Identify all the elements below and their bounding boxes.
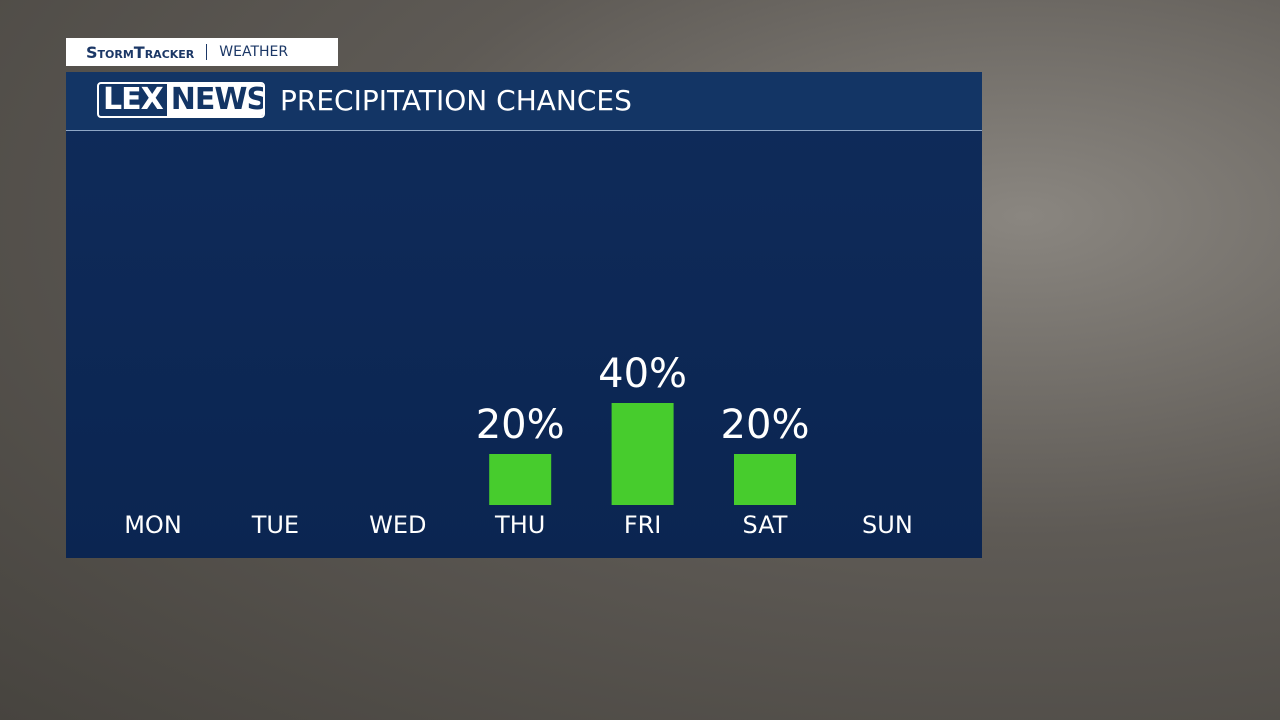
bar (489, 454, 552, 505)
brand: StormTracker (86, 42, 195, 62)
x-tick-label: SUN (862, 511, 913, 539)
logo-left: LEX (103, 82, 164, 117)
chart: MON TUE WED THU 20% FRI 40% SAT 20% SUN (124, 351, 913, 539)
bar (611, 403, 674, 505)
x-tick-label: SAT (743, 511, 788, 539)
chart-title: PRECIPITATION CHANCES (280, 84, 632, 117)
x-tick-label: MON (124, 511, 182, 539)
separator (206, 44, 208, 60)
value-label: 20% (476, 402, 565, 448)
x-tick-label: TUE (251, 511, 299, 539)
logo: LEX NEWS (97, 82, 265, 118)
panel-header: LEX NEWS PRECIPITATION CHANCES (66, 72, 982, 131)
logo-right: NEWS (166, 84, 263, 116)
chart-panel: LEX NEWS PRECIPITATION CHANCES (66, 72, 982, 558)
value-label: 20% (721, 402, 810, 448)
x-tick-label: WED (369, 511, 426, 539)
x-tick-label: FRI (624, 511, 662, 539)
section: WEATHER (219, 44, 289, 60)
x-tick-label: THU (494, 511, 545, 539)
brand-tag: StormTracker WEATHER (66, 38, 338, 66)
value-label: 40% (598, 351, 687, 397)
bar (734, 454, 796, 505)
